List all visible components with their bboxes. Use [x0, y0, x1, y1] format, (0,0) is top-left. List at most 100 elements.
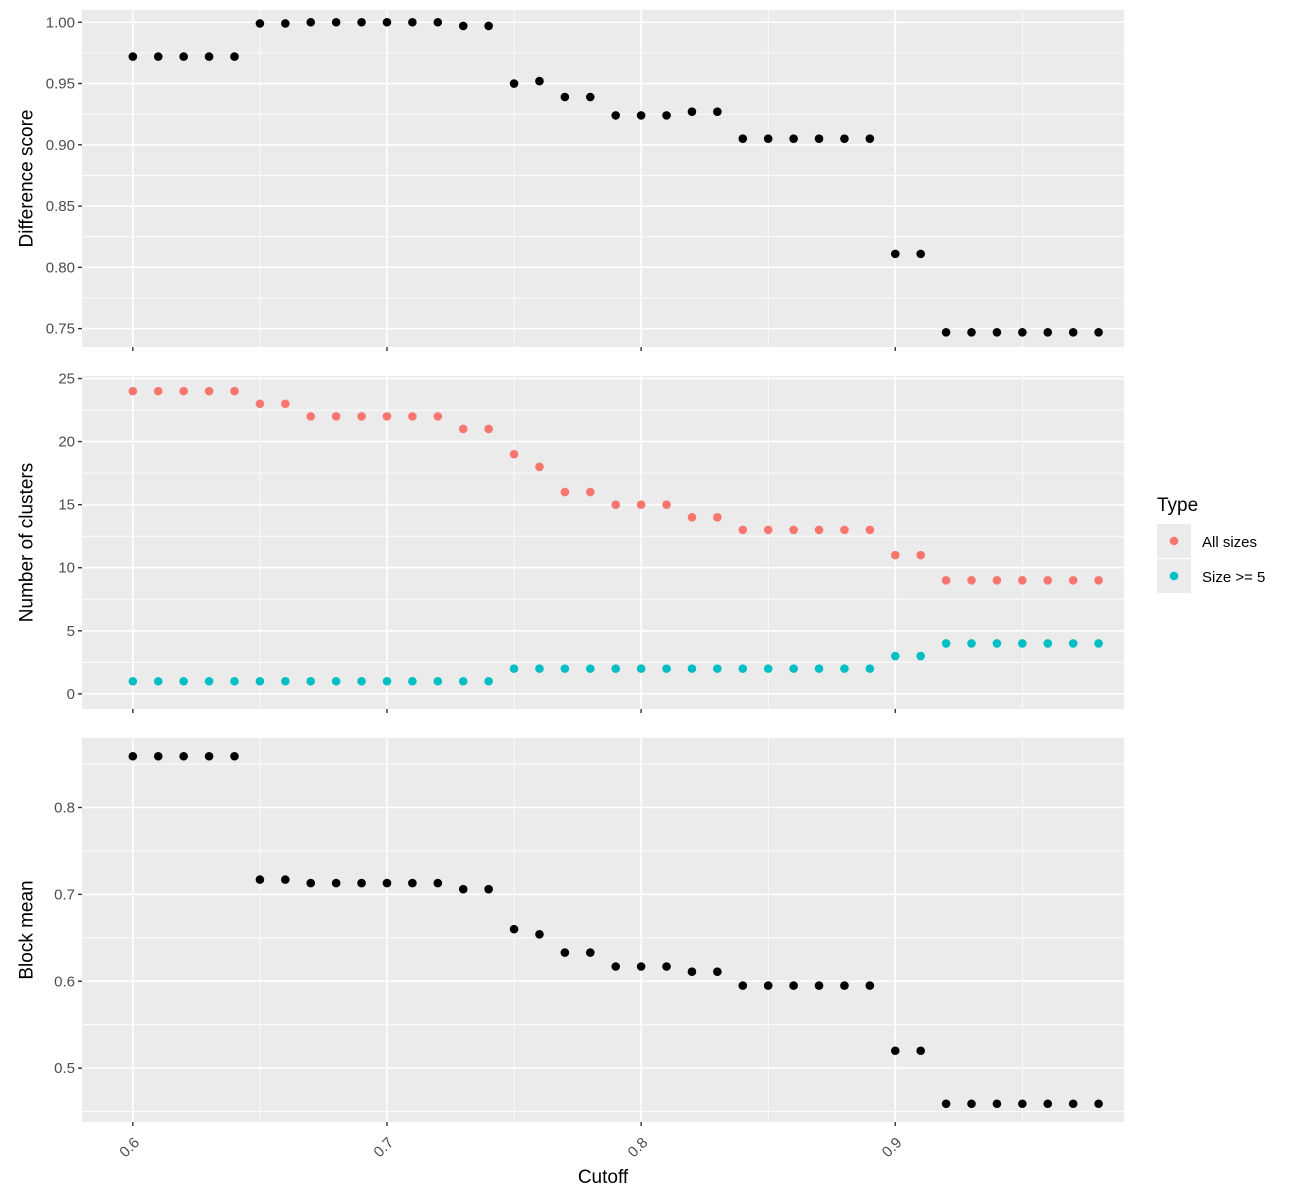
data-point: [738, 525, 748, 535]
data-point: [484, 21, 493, 31]
data-point: [687, 967, 697, 977]
data-point: [636, 962, 646, 971]
data-point: [535, 664, 544, 673]
x-tick-label: 0.7: [370, 1134, 397, 1161]
y-tick-label: 25: [58, 371, 75, 388]
data-point: [382, 878, 392, 888]
data-point: [128, 751, 138, 761]
data-point: [687, 107, 697, 117]
data-point: [509, 79, 519, 88]
data-point: [1043, 327, 1053, 337]
legend-title: Type: [1157, 495, 1198, 516]
data-point: [814, 525, 824, 535]
legend-label: Size >= 5: [1202, 569, 1265, 586]
data-point: [509, 924, 519, 934]
data-point: [357, 676, 366, 686]
data-point: [408, 17, 417, 27]
y-tick-label: 0: [67, 686, 75, 703]
data-point: [840, 981, 849, 990]
data-point: [941, 1099, 951, 1109]
panel-2: 0 5 10 15 20 25 Number of clusters: [17, 371, 1124, 713]
y-tick-label: 0.90: [46, 137, 75, 154]
data-point: [204, 52, 214, 61]
x-tick-label: 0.8: [625, 1134, 652, 1161]
data-point: [865, 981, 875, 990]
legend-key-point: [1169, 536, 1179, 546]
data-point: [281, 875, 290, 884]
data-point: [738, 981, 748, 990]
data-point: [281, 676, 290, 686]
y-tick-label: 10: [58, 560, 75, 577]
series-panel-3-series-1: [128, 751, 1103, 1109]
y-tick-label: 0.75: [46, 321, 75, 338]
data-point: [433, 676, 443, 686]
legend-key-point: [1169, 571, 1179, 581]
data-point: [204, 676, 214, 686]
y-tick-label: 0.80: [46, 259, 75, 276]
data-point: [865, 134, 875, 143]
panel-background: [82, 738, 1124, 1122]
legend-entry-all-sizes: All sizes: [1157, 524, 1257, 558]
data-point: [814, 134, 824, 143]
data-point: [484, 676, 493, 686]
y-tick-label: 0.6: [54, 973, 75, 990]
data-point: [611, 664, 621, 673]
data-point: [306, 878, 316, 888]
y-tick-label: 0.95: [46, 76, 75, 93]
data-point: [840, 134, 849, 143]
y-axis-title: Block mean: [17, 880, 38, 979]
data-point: [153, 386, 163, 396]
data-point: [611, 111, 621, 120]
data-point: [1068, 327, 1078, 337]
data-point: [153, 676, 163, 686]
data-point: [916, 249, 925, 259]
data-point: [331, 17, 341, 27]
data-point: [916, 651, 925, 661]
data-point: [916, 550, 925, 560]
data-point: [941, 327, 951, 337]
data-point: [230, 386, 239, 396]
data-point: [1043, 1099, 1053, 1109]
data-point: [560, 948, 570, 957]
data-point: [458, 884, 468, 894]
data-point: [890, 550, 900, 560]
data-point: [458, 676, 468, 686]
data-point: [1043, 639, 1053, 648]
data-point: [840, 664, 849, 673]
data-point: [306, 676, 316, 686]
data-point: [153, 751, 163, 761]
data-point: [535, 76, 544, 86]
data-point: [865, 525, 875, 535]
data-point: [941, 639, 951, 648]
data-point: [1018, 639, 1027, 648]
data-point: [1018, 576, 1027, 585]
data-point: [458, 21, 468, 31]
panel-background: [82, 10, 1124, 347]
data-point: [763, 134, 773, 143]
data-point: [636, 500, 646, 509]
data-point: [916, 1046, 925, 1056]
data-point: [204, 751, 214, 761]
data-point: [967, 327, 976, 337]
data-point: [662, 111, 671, 120]
data-point: [179, 676, 188, 686]
y-tick-label: 20: [58, 434, 75, 451]
data-point: [738, 664, 748, 673]
data-point: [382, 676, 392, 686]
data-point: [789, 664, 798, 673]
data-point: [357, 878, 366, 888]
data-point: [408, 676, 417, 686]
data-point: [789, 981, 798, 990]
data-point: [713, 107, 722, 117]
data-point: [306, 17, 316, 27]
data-point: [357, 17, 366, 27]
panel-3: 0.5 0.6 0.7 0.8 Block mean: [17, 738, 1124, 1126]
data-point: [967, 639, 976, 648]
y-tick-label: 15: [58, 497, 75, 514]
data-point: [408, 878, 417, 888]
y-axis-title: Difference score: [17, 110, 38, 248]
panel-1: 0.75 0.80 0.85 0.90 0.95 1.00 Difference score: [17, 10, 1124, 351]
y-axis-title: Number of clusters: [17, 463, 38, 622]
data-point: [560, 487, 570, 497]
data-point: [1094, 576, 1103, 585]
